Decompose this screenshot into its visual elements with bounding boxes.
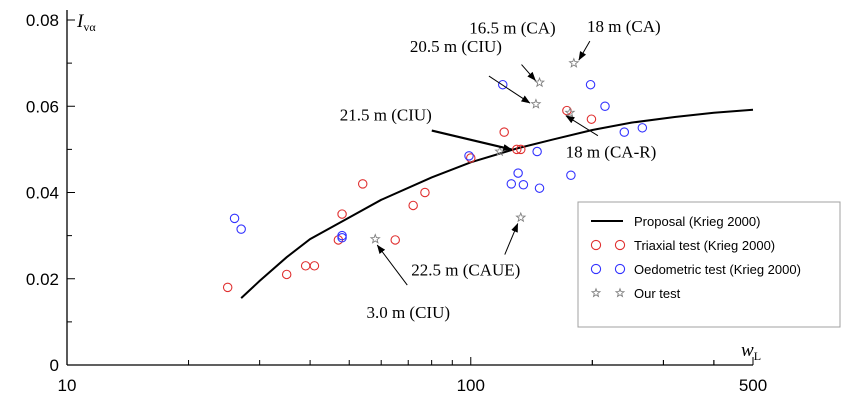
oedometric-point [464, 151, 474, 161]
legend-label: Our test [634, 286, 681, 301]
oedometric-point [337, 233, 347, 243]
y-tick-label: 0.04 [26, 184, 59, 203]
annotation-arrow [488, 75, 531, 104]
oedometric-point [532, 146, 542, 157]
annotation-label: 22.5 m (CAUE) [411, 261, 520, 280]
oedometric-point [619, 127, 630, 137]
triaxial-point [420, 187, 430, 198]
annotation-arrow [504, 223, 519, 255]
oedometric-point [534, 183, 545, 193]
legend: Proposal (Krieg 2000) Triaxial test (Krie… [577, 201, 841, 328]
triaxial-point [586, 114, 597, 124]
y-tick-label: 0.02 [26, 270, 59, 289]
annotation-label: 18 m (CA) [587, 17, 661, 36]
y-tick-label: 0.08 [26, 11, 59, 30]
y-tick-label: 0 [50, 356, 59, 375]
y-axis-label: Ivα [76, 11, 96, 34]
our-test-point [530, 98, 542, 109]
legend-label: Triaxial test (Krieg 2000) [634, 238, 775, 253]
our-test-point [369, 233, 381, 244]
triaxial-point [337, 209, 347, 219]
annotation-label: 20.5 m (CIU) [410, 37, 502, 56]
oedometric-point [513, 168, 523, 178]
our-test-point [534, 76, 546, 88]
triaxial-point [357, 179, 368, 189]
triaxial-point [281, 269, 292, 280]
triaxial-point [466, 153, 476, 163]
x-tick-label: 10 [58, 376, 77, 395]
legend-swatch-circle [590, 239, 602, 251]
oedometric-point [229, 213, 240, 224]
x-axis-label: wL [741, 340, 761, 363]
our-test-point [568, 57, 580, 68]
legend-swatch-circle [614, 263, 626, 275]
annotation-label: 18 m (CA-R) [566, 143, 657, 162]
oedometric-point [497, 79, 508, 90]
triaxial-point [512, 144, 522, 155]
oedometric-point [600, 101, 610, 112]
our-test-point [515, 211, 527, 223]
annotation-label: 21.5 m (CIU) [340, 106, 432, 125]
annotations: 16.5 m (CA) 18 m (CA) 20.5 m (CIU) 21.5 m (… [340, 17, 661, 322]
triaxial-point [300, 261, 311, 271]
plot-area [222, 57, 754, 299]
annotation-arrow [565, 115, 599, 137]
legend-swatch-circle [590, 263, 602, 275]
legend-label: Proposal (Krieg 2000) [634, 214, 760, 229]
oedometric-point [236, 224, 246, 234]
annotation-arrow [521, 64, 536, 81]
oedometric-point [585, 79, 596, 90]
legend-label: Oedometric test (Krieg 2000) [634, 262, 801, 277]
x-tick-label: 500 [739, 376, 767, 395]
legend-swatch-star [590, 287, 602, 298]
triaxial-point [408, 200, 418, 211]
triaxial-point [499, 127, 509, 137]
oedometric-point [506, 179, 517, 189]
annotation-label: 3.0 m (CIU) [366, 303, 450, 322]
annotation-arrow [431, 129, 513, 151]
legend-swatch-star [614, 287, 626, 298]
legend-swatch-circle [614, 239, 626, 251]
triaxial-point [516, 144, 526, 155]
triaxial-point [222, 282, 233, 293]
oedometric-point [566, 170, 576, 181]
triaxial-point [390, 235, 400, 245]
x-tick-label: 100 [457, 376, 485, 395]
y-tick-label: 0.06 [26, 97, 59, 116]
annotation-label: 16.5 m (CA) [469, 19, 555, 38]
oedometric-point [637, 123, 648, 133]
oedometric-point [518, 179, 529, 190]
annotation-arrow [578, 40, 591, 61]
annotation-arrow [376, 244, 408, 286]
triaxial-point [309, 261, 320, 271]
our-test-point [564, 106, 576, 118]
axes: 10 100 500 0 0.02 0.04 0.06 0.08 Ivα wL [26, 10, 767, 395]
